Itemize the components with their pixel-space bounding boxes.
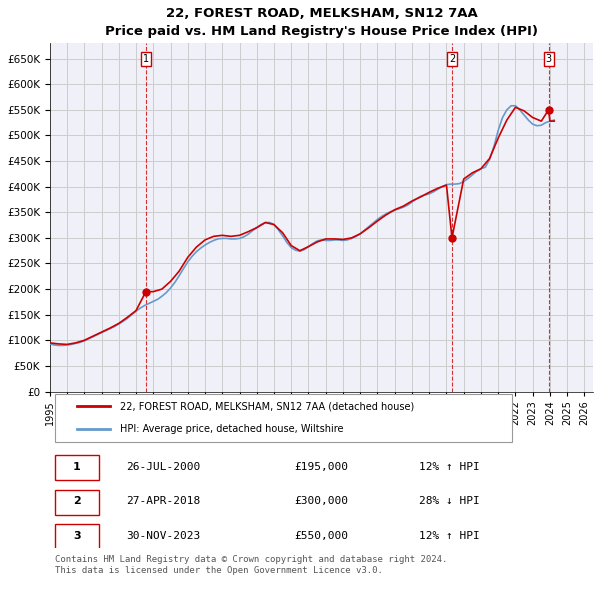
Text: 1: 1 <box>143 54 149 64</box>
Title: 22, FOREST ROAD, MELKSHAM, SN12 7AA
Price paid vs. HM Land Registry's House Pric: 22, FOREST ROAD, MELKSHAM, SN12 7AA Pric… <box>105 7 538 38</box>
Text: 30-NOV-2023: 30-NOV-2023 <box>126 530 200 540</box>
Text: £195,000: £195,000 <box>294 462 348 472</box>
Text: £550,000: £550,000 <box>294 530 348 540</box>
Text: 28% ↓ HPI: 28% ↓ HPI <box>419 496 480 506</box>
Text: 1: 1 <box>73 462 81 472</box>
Text: 22, FOREST ROAD, MELKSHAM, SN12 7AA (detached house): 22, FOREST ROAD, MELKSHAM, SN12 7AA (det… <box>121 401 415 411</box>
FancyBboxPatch shape <box>55 490 98 515</box>
Text: 2: 2 <box>73 496 81 506</box>
Text: 12% ↑ HPI: 12% ↑ HPI <box>419 530 480 540</box>
Text: Contains HM Land Registry data © Crown copyright and database right 2024.
This d: Contains HM Land Registry data © Crown c… <box>55 555 448 575</box>
Text: £300,000: £300,000 <box>294 496 348 506</box>
FancyBboxPatch shape <box>55 524 98 549</box>
Text: HPI: Average price, detached house, Wiltshire: HPI: Average price, detached house, Wilt… <box>121 424 344 434</box>
Text: 2: 2 <box>449 54 455 64</box>
Text: 26-JUL-2000: 26-JUL-2000 <box>126 462 200 472</box>
Text: 12% ↑ HPI: 12% ↑ HPI <box>419 462 480 472</box>
Text: 27-APR-2018: 27-APR-2018 <box>126 496 200 506</box>
Text: 3: 3 <box>73 530 81 540</box>
FancyBboxPatch shape <box>55 455 98 480</box>
Text: 3: 3 <box>545 54 551 64</box>
FancyBboxPatch shape <box>55 394 512 442</box>
